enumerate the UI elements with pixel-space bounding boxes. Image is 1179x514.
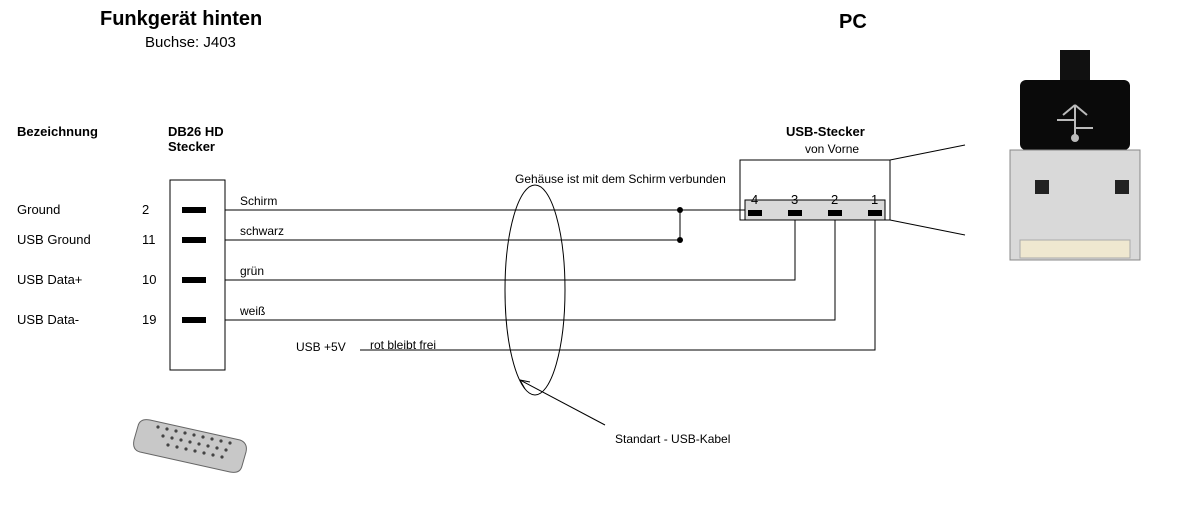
cable-bundle-ellipse <box>505 185 565 395</box>
left-title: Funkgerät hinten <box>100 8 262 31</box>
db26-connector-photo <box>134 420 247 473</box>
rot-bleibt-frei: rot bleibt frei <box>370 338 436 352</box>
usb-plug-front <box>740 160 890 220</box>
std-usb-cable-label: Standart - USB-Kabel <box>615 432 730 446</box>
pin-number: 11 <box>142 232 156 247</box>
usb-a-plug-photo <box>1010 50 1140 260</box>
usb5v-label: USB +5V <box>296 340 346 354</box>
column-header-bezeichnung: Bezeichnung <box>17 124 98 139</box>
pin-label: USB Data+ <box>17 272 82 287</box>
wire-color-label: grün <box>240 264 264 278</box>
usb-pin-number: 2 <box>831 192 838 207</box>
usb-stecker-header: USB-Stecker <box>786 124 865 139</box>
pin-number: 19 <box>142 312 156 327</box>
db26-header: DB26 HD Stecker <box>168 124 224 154</box>
pin-label: Ground <box>17 202 60 217</box>
pin-number: 10 <box>142 272 156 287</box>
usb-pin-number: 3 <box>791 192 798 207</box>
pin-label: USB Ground <box>17 232 91 247</box>
pin-number: 2 <box>142 202 149 217</box>
wiring-diagram <box>0 0 1179 514</box>
usb-von-vorne: von Vorne <box>805 142 859 156</box>
pin-label: USB Data- <box>17 312 79 327</box>
left-subtitle: Buchse: J403 <box>145 34 236 51</box>
wire-color-label: weiß <box>240 304 265 318</box>
usb-pin-number: 1 <box>871 192 878 207</box>
wire-color-label: Schirm <box>240 194 277 208</box>
wire-color-label: schwarz <box>240 224 284 238</box>
right-title: PC <box>839 11 867 34</box>
case-shield-note: Gehäuse ist mit dem Schirm verbunden <box>515 172 726 186</box>
usb-pin-number: 4 <box>751 192 758 207</box>
